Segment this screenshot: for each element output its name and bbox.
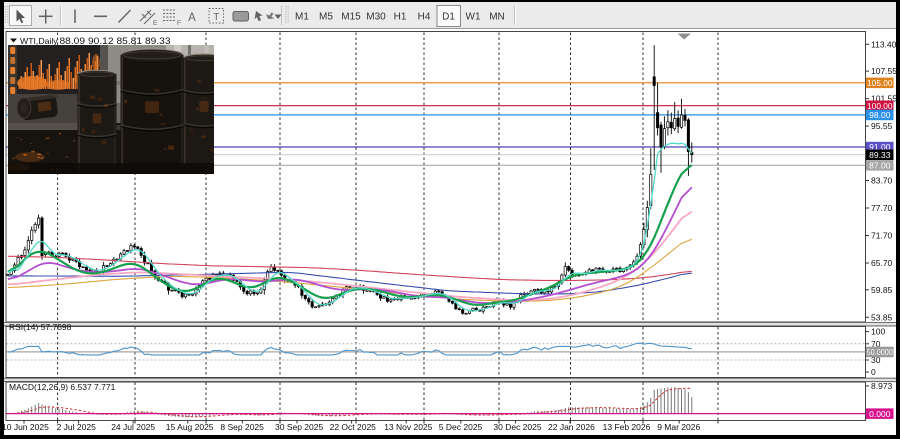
svg-text:91.00: 91.00	[869, 142, 891, 152]
svg-text:90.12: 90.12	[88, 36, 114, 46]
svg-text:M5: M5	[319, 12, 333, 23]
svg-text:13 Feb 2026: 13 Feb 2026	[603, 422, 651, 432]
svg-text:9 Mar 2026: 9 Mar 2026	[657, 422, 700, 432]
svg-text:2 Jul 2025: 2 Jul 2025	[57, 422, 96, 432]
svg-text:A: A	[188, 12, 196, 24]
svg-text:105.00: 105.00	[867, 78, 893, 88]
svg-text:59.85: 59.85	[871, 285, 893, 295]
svg-text:13 Nov 2025: 13 Nov 2025	[384, 422, 432, 432]
svg-text:107.55: 107.55	[871, 66, 897, 76]
svg-text:T: T	[213, 12, 219, 23]
svg-text:MACD(12,26,9) 6.537 7.771: MACD(12,26,9) 6.537 7.771	[9, 382, 116, 392]
svg-text:77.70: 77.70	[871, 203, 893, 213]
svg-text:70: 70	[871, 339, 881, 349]
svg-text:89.33: 89.33	[869, 150, 891, 160]
svg-text:87.00: 87.00	[869, 161, 891, 171]
svg-text:8.973: 8.973	[871, 381, 893, 391]
svg-text:100: 100	[871, 327, 885, 337]
svg-text:0.000: 0.000	[869, 409, 891, 419]
svg-text:22 Jan 2026: 22 Jan 2026	[548, 422, 595, 432]
svg-text:24 Jul 2025: 24 Jul 2025	[111, 422, 155, 432]
svg-text:RSI(14) 57.7598: RSI(14) 57.7598	[9, 322, 72, 332]
svg-text:101.55: 101.55	[871, 94, 897, 104]
svg-text:53.85: 53.85	[871, 312, 893, 322]
svg-text:30: 30	[871, 355, 881, 365]
svg-text:30 Sep 2025: 30 Sep 2025	[275, 422, 323, 432]
svg-text:10 Jun 2025: 10 Jun 2025	[2, 422, 49, 432]
svg-text:M1: M1	[295, 12, 309, 23]
svg-text:M15: M15	[341, 12, 361, 23]
svg-text:F: F	[177, 20, 181, 27]
svg-text:8 Sep 2025: 8 Sep 2025	[220, 422, 264, 432]
svg-text:95.55: 95.55	[871, 121, 893, 131]
svg-text:D1: D1	[442, 12, 455, 23]
svg-text:0: 0	[871, 367, 876, 377]
svg-text:MN: MN	[489, 12, 505, 23]
svg-text:113.40: 113.40	[871, 39, 897, 49]
svg-text:E: E	[153, 20, 158, 27]
svg-text:W1: W1	[466, 12, 481, 23]
svg-text:83.70: 83.70	[871, 176, 893, 186]
svg-text:65.70: 65.70	[871, 258, 893, 268]
svg-text:15 Aug 2025: 15 Aug 2025	[166, 422, 214, 432]
svg-text:22 Oct 2025: 22 Oct 2025	[330, 422, 377, 432]
svg-text:H1: H1	[394, 12, 407, 23]
svg-text:71.70: 71.70	[871, 231, 893, 241]
svg-text:100.00: 100.00	[867, 101, 893, 111]
svg-text:M30: M30	[366, 12, 386, 23]
svg-text:5 Dec 2025: 5 Dec 2025	[439, 422, 483, 432]
svg-text:89.33: 89.33	[145, 36, 171, 46]
svg-text:98.00: 98.00	[869, 110, 891, 120]
svg-text:85.81: 85.81	[117, 36, 143, 46]
svg-text:30 Dec 2025: 30 Dec 2025	[493, 422, 541, 432]
svg-text:H4: H4	[418, 12, 431, 23]
svg-text:WTI,Daily: WTI,Daily	[20, 36, 58, 46]
svg-text:88.09: 88.09	[60, 36, 86, 46]
svg-text:50.0000: 50.0000	[867, 347, 893, 357]
